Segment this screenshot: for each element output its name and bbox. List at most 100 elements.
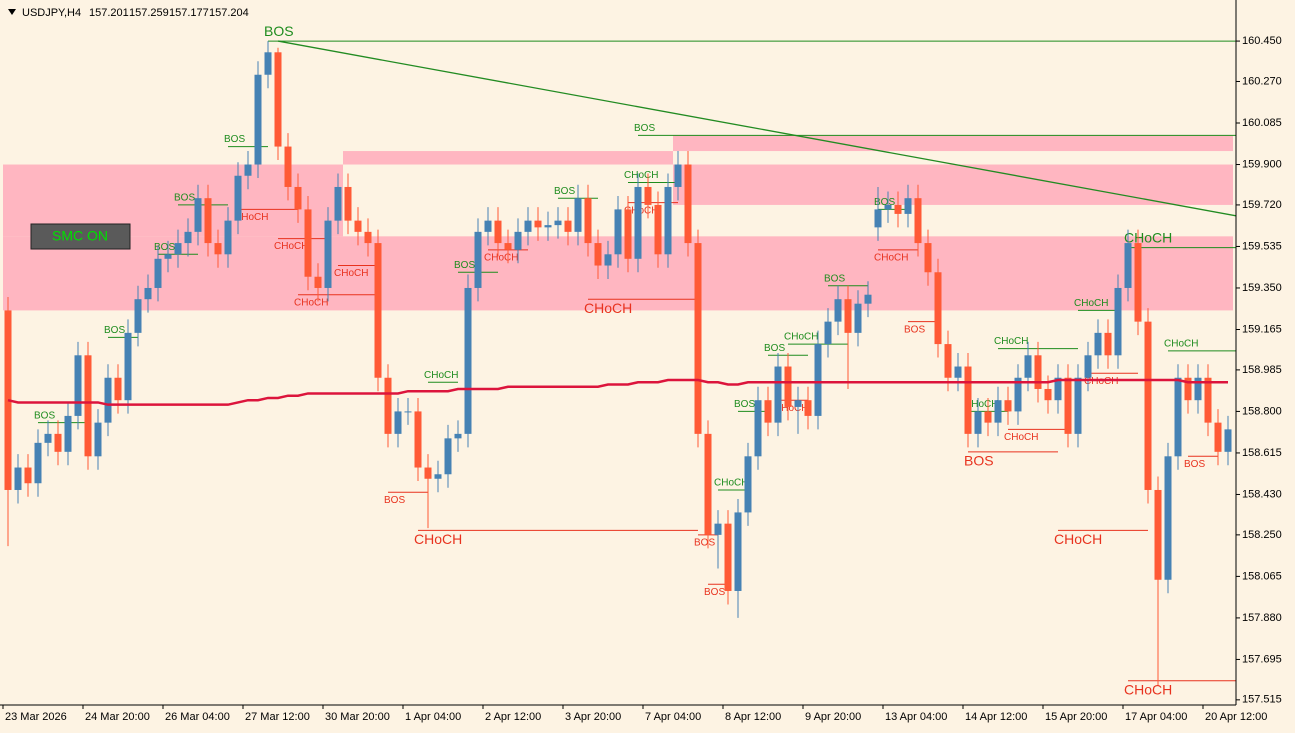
candle-body [354, 220, 362, 232]
structure-label: CHoCH [1054, 531, 1102, 547]
price: 157.177 [169, 7, 209, 19]
y-tick-label: 157.695 [1242, 653, 1282, 665]
candle-body [914, 198, 922, 244]
structure-label: CHoCH [624, 170, 658, 181]
candle-body [294, 186, 302, 210]
candle-body [24, 467, 32, 484]
candle-body [634, 186, 642, 259]
candle-body [1074, 377, 1082, 434]
structure-label: CHoCH [424, 370, 458, 381]
order-block-zone [673, 164, 1233, 205]
candle-body [894, 204, 902, 214]
structure-label: CHoCH [994, 336, 1028, 347]
candle-body [664, 186, 672, 255]
candle-body [854, 303, 862, 333]
candle-body [484, 220, 492, 232]
candle-body [1214, 422, 1222, 452]
candle-body [744, 456, 752, 513]
y-tick-label: 157.515 [1242, 694, 1282, 706]
candle-body [564, 220, 572, 232]
candle-body [154, 258, 162, 288]
button-label[interactable]: SMC ON [52, 228, 108, 244]
candle-body [1024, 355, 1032, 378]
y-tick-label: 159.720 [1242, 199, 1282, 211]
candle-body [924, 243, 932, 273]
candle-body [704, 433, 712, 535]
x-tick-label: 2 Apr 12:00 [485, 711, 541, 723]
candle-body [494, 220, 502, 244]
candle-body [114, 377, 122, 401]
candle-body [644, 186, 652, 205]
candle-body [284, 146, 292, 187]
y-tick-label: 159.165 [1242, 323, 1282, 335]
candle-body [1164, 456, 1172, 580]
candle-body [1144, 321, 1152, 490]
candle-body [44, 433, 52, 443]
candle-body [214, 243, 222, 255]
structure-label: CHoCH [294, 297, 328, 308]
candle-body [394, 411, 402, 434]
structure-label: CHoCH [1124, 681, 1172, 697]
y-tick-label: 158.800 [1242, 405, 1282, 417]
candle-body [604, 254, 612, 266]
structure-label: BOS [1184, 459, 1205, 470]
structure-label: CHoCH [714, 478, 748, 489]
smc-button[interactable]: SMC ON [30, 223, 131, 250]
candle-body [1184, 377, 1192, 401]
candle-body [784, 366, 792, 407]
structure-label: CHoCH [584, 300, 632, 316]
candle-body [1084, 355, 1092, 378]
y-tick-label: 158.430 [1242, 488, 1282, 500]
y-tick-label: 158.615 [1242, 447, 1282, 459]
price: 157.204 [209, 7, 249, 19]
y-tick-label: 158.065 [1242, 570, 1282, 582]
candle-body [184, 231, 192, 244]
candle-body [454, 433, 462, 439]
candle-body [314, 276, 322, 288]
trend-line [277, 40, 1236, 217]
structure-label: CHoCH [274, 241, 308, 252]
candle-body [954, 366, 962, 378]
x-tick-label: 3 Apr 20:00 [565, 711, 621, 723]
candle-body [524, 220, 532, 232]
candle-body [884, 204, 892, 210]
candle-body [594, 243, 602, 266]
candle-body [584, 198, 592, 244]
candle-body [64, 415, 72, 452]
candle-body [544, 225, 552, 228]
candle-body [204, 198, 212, 244]
structure-label: CHoCH [784, 332, 818, 343]
structure-label: BOS [174, 193, 195, 204]
structure-label: CHoCH [1004, 432, 1038, 443]
candle-body [304, 209, 312, 277]
candle-body [1114, 287, 1122, 356]
structure-label: BOS [694, 538, 715, 549]
candle-body [244, 164, 252, 176]
candle-body [1054, 377, 1062, 401]
y-tick-label: 160.085 [1242, 117, 1282, 129]
candle-body [414, 411, 422, 468]
candle-body [404, 411, 412, 413]
candle-body [864, 294, 872, 304]
candle-body [534, 220, 542, 228]
candle-body [764, 400, 772, 423]
button-box[interactable] [30, 223, 131, 250]
candle-body [1204, 377, 1212, 423]
candle-body [1064, 377, 1072, 434]
candle-body [234, 175, 242, 221]
candle-body [194, 198, 202, 232]
candle-body [274, 52, 282, 147]
menu-icon[interactable] [8, 9, 16, 15]
candle-body [674, 164, 682, 187]
structure-label: CHoCH [334, 268, 368, 279]
y-tick-label: 159.350 [1242, 282, 1282, 294]
y-tick-label: 159.900 [1242, 158, 1282, 170]
x-tick-label: 14 Apr 12:00 [965, 711, 1027, 723]
structure-label: BOS [964, 453, 994, 469]
candle-body [1154, 489, 1162, 580]
candle-body [964, 366, 972, 434]
price: 157.201 [89, 7, 129, 19]
candle-body [984, 411, 992, 423]
